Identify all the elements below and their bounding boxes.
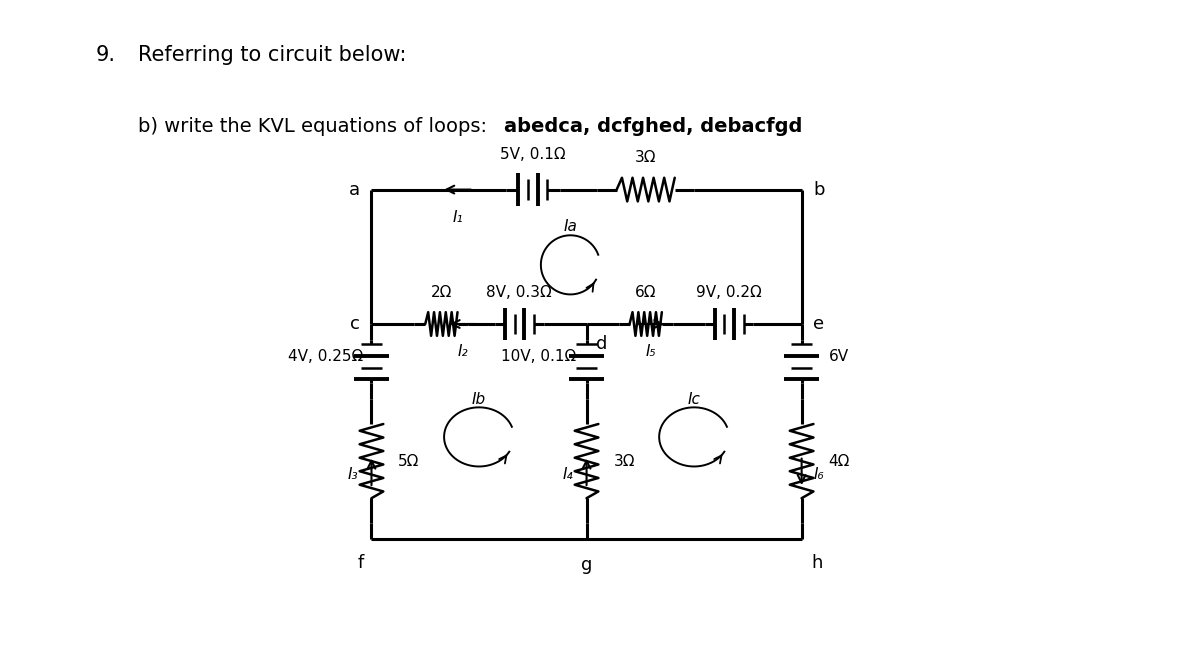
- Text: 3Ω: 3Ω: [635, 150, 656, 165]
- Text: 5Ω: 5Ω: [398, 454, 420, 469]
- Text: 6V: 6V: [828, 349, 848, 364]
- Text: abedca, dcfghed, debacfgd: abedca, dcfghed, debacfgd: [504, 117, 803, 135]
- Text: f: f: [358, 554, 364, 572]
- Text: 10V, 0.1Ω: 10V, 0.1Ω: [500, 349, 576, 364]
- Text: 4Ω: 4Ω: [828, 454, 850, 469]
- Text: I₁: I₁: [452, 210, 463, 225]
- Text: 2Ω: 2Ω: [431, 285, 452, 300]
- Text: Referring to circuit below:: Referring to circuit below:: [138, 45, 407, 65]
- Text: d: d: [596, 336, 607, 353]
- Text: Ib: Ib: [472, 392, 486, 407]
- Text: h: h: [811, 554, 823, 572]
- Text: b) write the KVL equations of loops:: b) write the KVL equations of loops:: [138, 117, 493, 135]
- Text: 4V, 0.25Ω: 4V, 0.25Ω: [288, 349, 364, 364]
- Text: I₅: I₅: [646, 345, 656, 360]
- Text: I₃: I₃: [348, 467, 358, 482]
- Text: 9V, 0.2Ω: 9V, 0.2Ω: [696, 285, 762, 300]
- Text: e: e: [814, 315, 824, 333]
- Text: g: g: [581, 556, 593, 574]
- Text: 3Ω: 3Ω: [613, 454, 635, 469]
- Text: b: b: [814, 181, 824, 198]
- Text: 8V, 0.3Ω: 8V, 0.3Ω: [486, 285, 552, 300]
- Text: c: c: [349, 315, 360, 333]
- Text: I₂: I₂: [457, 345, 468, 360]
- Text: Ia: Ia: [564, 218, 577, 234]
- Text: Ic: Ic: [688, 392, 701, 407]
- Text: 6Ω: 6Ω: [635, 285, 656, 300]
- Text: 5V, 0.1Ω: 5V, 0.1Ω: [500, 146, 565, 161]
- Text: a: a: [348, 181, 360, 198]
- Text: I₆: I₆: [814, 467, 824, 482]
- Text: 9.: 9.: [96, 45, 116, 65]
- Text: I₄: I₄: [563, 467, 574, 482]
